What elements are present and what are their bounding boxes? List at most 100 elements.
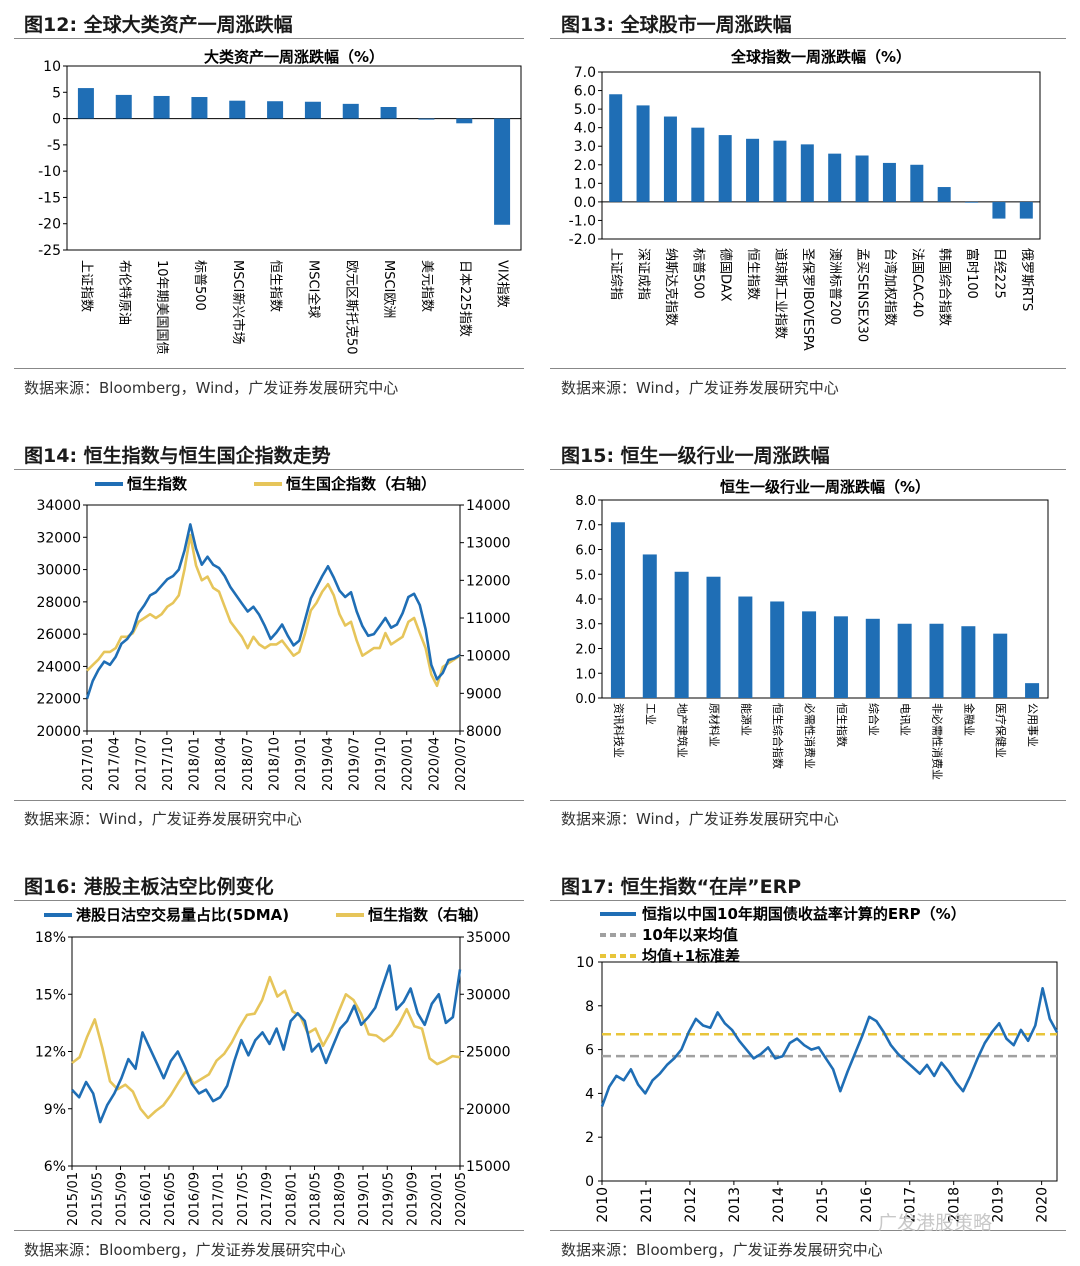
legend-label: 均值+1标准差 [642,947,740,965]
bar [738,596,753,698]
bar [674,571,689,698]
x-tick-label: 2015/01 [66,1172,81,1226]
y-tick-label: 10 [576,955,594,971]
bar [642,554,657,698]
y-tick-label: 6.0 [575,544,596,559]
y-tick-label: 6.0 [574,84,596,100]
y-tick-label: -20 [38,217,61,233]
y-tick-label: -15 [38,190,61,206]
y-tick-label: -2.0 [569,232,596,248]
legend-label: 恒生指数 [127,475,188,493]
figure-title-text: 全球大类资产一周涨跌幅 [83,14,293,36]
figure-14-title: 图14: 恒生指数与恒生国企指数走势 [24,441,331,468]
bar [1025,683,1040,698]
y-right-tick-label: 14000 [466,498,511,514]
divider [14,900,524,901]
bar [304,101,321,119]
x-tick-label: 2019 [991,1187,1007,1223]
y-tick-label: 8 [585,999,594,1015]
bar [833,616,848,698]
x-tick-label: 2018/09 [333,1172,348,1226]
y-tick-label: 0.0 [575,692,596,707]
y-tick-label: -25 [38,243,61,259]
x-tick-label: 韩国综合指数 [937,248,952,326]
plot-frame [601,961,1058,1182]
x-tick-label: MSCI新兴市场 [230,260,246,344]
y-left-tick-label: 32000 [36,530,81,546]
x-tick-label: 美元指数 [419,260,434,312]
bar [636,105,650,202]
y-tick-label: 5 [52,85,61,101]
chart-title: 大类资产一周涨跌幅（%） [204,48,384,66]
x-tick-label: 2020/01 [430,1172,445,1226]
bar [609,94,623,202]
x-tick-label: 恒生指数 [745,248,760,300]
x-tick-label: 2017/09 [260,1172,275,1226]
series-line-right [71,975,461,1120]
y-right-tick-label: 10000 [466,649,511,665]
x-tick-label: 2017/10 [161,737,176,791]
x-tick-label: 2015 [815,1187,831,1223]
x-tick-label: 上证指数 [78,260,93,312]
figure-14-source: 数据来源：Wind，广发证券发展研究中心 [24,810,302,828]
x-tick-label: 2019/01 [294,737,309,791]
x-tick-label: 欧元区斯托克50 [343,260,358,355]
y-left-tick-label: 28000 [36,595,81,611]
x-tick-label: MSCI欧洲 [381,260,396,318]
x-tick-label: 医疗保健业 [994,703,1008,758]
figure-title-text: 恒生一级行业一周涨跌幅 [620,445,830,467]
bar [229,100,246,119]
x-tick-label: 深证成指 [636,248,651,300]
bar [153,95,170,119]
y-tick-label: -1.0 [569,213,596,229]
x-tick-label: 台湾加权指数 [882,248,898,326]
x-tick-label: 2019/04 [321,737,336,791]
y-tick-label: 8.0 [575,494,596,509]
y-left-tick-label: 34000 [36,498,81,514]
series-line-right [86,533,461,688]
plot-frame [601,499,1049,699]
x-tick-label: 2010 [595,1187,611,1223]
figure-title-text: 港股主板沽空比例变化 [83,876,274,898]
bar [882,162,896,202]
y-right-tick-label: 12000 [466,573,511,589]
x-tick-label: 2020/05 [454,1172,469,1226]
bar [718,135,732,202]
y-tick-label: 4.0 [574,121,596,137]
divider [14,38,524,39]
x-tick-label: 德国DAX [718,248,733,302]
y-left-tick-label: 30000 [36,563,81,579]
chart-16-short-selling-ratio: 18%15%12%9%6%350003000025000200001500020… [35,906,511,1226]
figure-title-text: 恒生指数与恒生国企指数走势 [83,445,331,467]
y-left-tick-label: 12% [35,1045,66,1061]
x-tick-label: 电讯业 [899,703,912,736]
figure-17-source: 数据来源：Bloomberg，广发证券发展研究中心 [561,1241,883,1259]
y-tick-label: 5.0 [574,102,596,118]
y-left-tick-label: 24000 [36,659,81,675]
bar [456,118,473,124]
bar [865,618,880,698]
bar [706,576,721,698]
figure-label: 图13: [561,14,615,36]
x-tick-label: 2018/01 [188,737,203,791]
bar [929,623,944,698]
legend-label: 恒生国企指数（右轴） [286,475,436,493]
figure-13-title: 图13: 全球股市一周涨跌幅 [561,10,792,37]
series-line-left [85,523,461,700]
y-tick-label: 4 [585,1086,594,1102]
x-tick-label: 2018/07 [241,737,256,791]
divider [550,368,1066,369]
x-tick-label: 2017 [903,1187,919,1223]
chart-title: 全球指数一周涨跌幅（%） [730,48,911,66]
x-tick-label: 2019/01 [357,1172,372,1226]
figure-16-title: 图16: 港股主板沽空比例变化 [24,872,274,899]
x-tick-label: 2018/10 [268,737,283,791]
y-tick-label: -10 [38,164,61,180]
x-tick-label: 标普500 [690,248,705,299]
figure-label: 图17: [561,876,615,898]
plot-frame [71,936,461,1167]
x-tick-label: 2019/05 [381,1172,396,1226]
x-tick-label: 2016/09 [187,1172,202,1226]
y-tick-label: 5.0 [575,568,596,583]
erp-line [600,987,1059,1107]
